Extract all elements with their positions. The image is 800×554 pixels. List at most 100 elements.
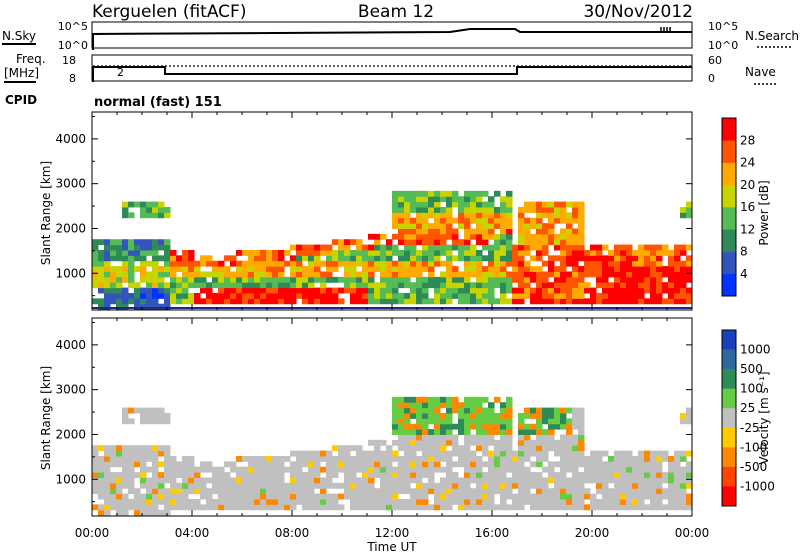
velocity-cell	[404, 423, 411, 430]
velocity-cell	[662, 455, 669, 462]
velocity-cell	[554, 423, 561, 430]
velocity-cell	[656, 488, 663, 495]
velocity-cell	[518, 488, 525, 495]
power-cell	[188, 271, 195, 278]
power-cell	[140, 201, 147, 208]
power-cell	[266, 255, 273, 262]
power-cell	[680, 276, 687, 283]
velocity-cell	[134, 509, 141, 516]
velocity-cell	[296, 498, 303, 505]
velocity-cell	[578, 423, 585, 430]
power-cell	[434, 201, 441, 208]
power-cell	[314, 271, 321, 278]
power-cell	[530, 266, 537, 272]
velocity-cell	[248, 466, 255, 473]
power-cell	[680, 287, 687, 294]
power-cell	[362, 292, 369, 299]
power-cell	[614, 298, 621, 305]
power-cell	[458, 255, 465, 262]
power-cell	[524, 244, 531, 251]
velocity-cell	[308, 455, 315, 462]
velocity-cell	[482, 472, 489, 478]
velocity-cell	[206, 466, 213, 473]
velocity-cell	[410, 450, 417, 457]
velocity-cell	[242, 455, 249, 462]
velocity-cell	[572, 504, 579, 511]
power-cell	[410, 298, 417, 305]
velocity-cell	[518, 493, 525, 500]
velocity-cell	[350, 455, 357, 462]
power-cell	[368, 249, 375, 256]
velocity-cell	[620, 455, 627, 462]
power-cell	[350, 292, 357, 299]
power-cell	[182, 271, 189, 278]
velocity-cell	[620, 488, 627, 495]
power-cell	[608, 298, 615, 305]
velocity-cell	[242, 488, 249, 495]
power-cell	[272, 276, 279, 283]
velocity-cell	[104, 466, 111, 473]
power-cell	[518, 255, 525, 262]
power-cell	[398, 276, 405, 283]
velocity-cell	[476, 429, 483, 435]
power-cell	[398, 255, 405, 262]
velocity-cell	[650, 482, 657, 489]
velocity-cell	[674, 461, 681, 468]
velocity-cell	[608, 498, 615, 505]
power-cell	[464, 249, 471, 256]
power-cell	[404, 206, 411, 213]
velocity-cell	[644, 477, 651, 484]
power-cell	[128, 292, 135, 299]
velocity-cell	[518, 429, 525, 435]
power-cell	[410, 201, 417, 208]
power-cell	[116, 303, 123, 310]
power-cell	[380, 260, 387, 267]
power-cell	[386, 260, 393, 267]
velocity-cell	[152, 461, 159, 468]
velocity-cell	[536, 504, 543, 511]
power-cell	[578, 271, 585, 278]
velocity-cell	[608, 488, 615, 495]
power-colorbar-segment	[722, 273, 736, 297]
velocity-cell	[434, 396, 441, 403]
power-cell	[194, 292, 201, 299]
velocity-cell	[404, 498, 411, 505]
velocity-cell	[182, 482, 189, 489]
velocity-cell	[104, 472, 111, 478]
power-cell	[170, 276, 177, 283]
power-cell	[446, 217, 453, 224]
velocity-cell	[650, 477, 657, 484]
power-cell	[380, 249, 387, 256]
power-cell	[368, 233, 375, 240]
power-cell	[620, 244, 627, 251]
velocity-cell	[446, 450, 453, 457]
power-cell	[344, 287, 351, 294]
velocity-cell	[668, 493, 675, 500]
velocity-cell	[668, 482, 675, 489]
power-cell	[590, 271, 597, 278]
velocity-cell	[212, 498, 219, 505]
power-cell	[110, 266, 117, 272]
velocity-cell	[674, 466, 681, 473]
power-cell	[266, 266, 273, 272]
power-cell	[116, 298, 123, 305]
velocity-cell	[410, 488, 417, 495]
velocity-cell	[656, 472, 663, 478]
velocity-cell	[542, 482, 549, 489]
power-cell	[638, 271, 645, 278]
velocity-cell	[452, 472, 459, 478]
power-cell	[356, 298, 363, 305]
velocity-cell	[332, 482, 339, 489]
power-cell	[188, 298, 195, 305]
power-cell	[374, 282, 381, 289]
velocity-cell	[494, 461, 501, 468]
velocity-cell	[512, 482, 519, 489]
velocity-cell	[110, 488, 117, 495]
power-cell	[440, 206, 447, 213]
power-cell	[518, 282, 525, 289]
velocity-cell	[416, 396, 423, 403]
power-cell	[158, 276, 165, 283]
velocity-cell	[464, 429, 471, 435]
power-cell	[344, 282, 351, 289]
velocity-cell	[416, 461, 423, 468]
